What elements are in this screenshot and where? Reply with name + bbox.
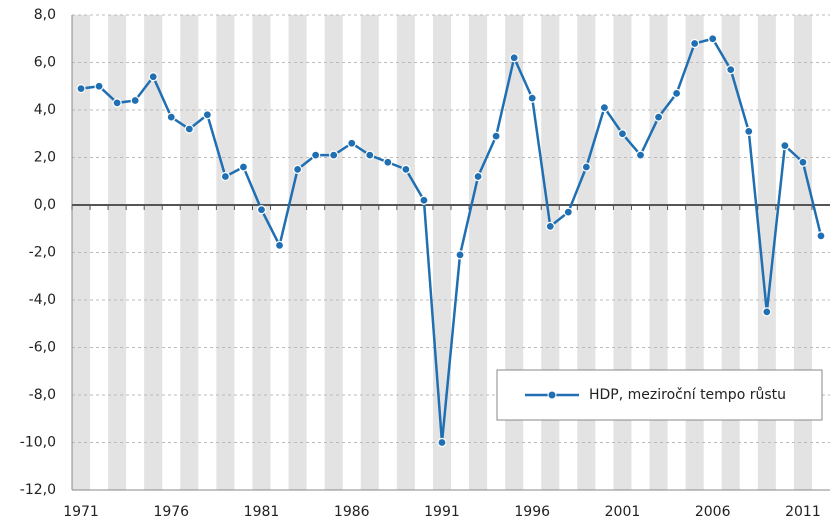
stripe <box>396 15 415 490</box>
point <box>112 98 122 108</box>
point <box>617 129 628 139</box>
point <box>455 250 465 260</box>
point <box>744 126 754 136</box>
y-tick-label: -10,0 <box>20 435 56 451</box>
point <box>762 307 772 317</box>
y-tick-label: 2,0 <box>34 150 56 166</box>
point <box>599 103 610 113</box>
point <box>76 84 86 94</box>
point <box>130 95 140 106</box>
y-tick-label: -4,0 <box>29 292 56 308</box>
stripe <box>252 15 271 490</box>
point <box>671 88 682 98</box>
x-tick-label: 1991 <box>424 504 460 520</box>
point <box>365 150 375 160</box>
point <box>401 164 411 174</box>
point <box>238 162 249 172</box>
y-tick-label: 8,0 <box>34 7 56 23</box>
stripe <box>360 15 379 490</box>
stripe <box>180 15 199 490</box>
x-tick-label: 1986 <box>334 504 370 520</box>
point <box>690 38 700 49</box>
point <box>220 171 231 182</box>
point <box>635 150 646 160</box>
point <box>202 110 212 120</box>
x-tick-label: 1996 <box>514 504 550 520</box>
y-tick-label: -12,0 <box>20 482 56 498</box>
point <box>653 112 664 122</box>
point <box>329 150 339 160</box>
point <box>184 124 194 134</box>
x-tick-label: 2001 <box>605 504 641 520</box>
point <box>274 240 285 250</box>
point <box>708 34 718 44</box>
legend-marker <box>547 390 557 400</box>
x-tick-label: 2006 <box>695 504 731 520</box>
x-tick-label: 1981 <box>244 504 280 520</box>
point <box>726 65 736 75</box>
point <box>437 437 447 448</box>
point <box>545 221 555 231</box>
y-tick-label: 6,0 <box>34 55 56 71</box>
point <box>256 205 267 215</box>
y-tick-label: 0,0 <box>34 197 56 213</box>
stripe <box>432 15 451 490</box>
x-tick-label: 1976 <box>153 504 189 520</box>
point <box>292 164 303 174</box>
point <box>473 171 483 182</box>
stripe <box>469 15 488 490</box>
y-tick-label: -8,0 <box>29 387 56 403</box>
point <box>527 93 537 103</box>
point <box>509 53 519 63</box>
stripe <box>144 15 163 490</box>
stripe <box>108 15 127 490</box>
point <box>94 81 104 91</box>
point <box>780 141 790 151</box>
x-tick-label: 1971 <box>63 504 99 520</box>
point <box>148 72 158 82</box>
point <box>563 207 573 217</box>
legend-label: HDP, meziroční tempo růstu <box>589 387 786 403</box>
stripe <box>324 15 343 490</box>
y-tick-label: -2,0 <box>29 245 56 261</box>
point <box>383 157 393 167</box>
point <box>311 150 321 160</box>
stripe <box>288 15 307 490</box>
point <box>816 231 826 241</box>
stripe <box>72 15 91 490</box>
stripe <box>216 15 235 490</box>
point <box>166 112 176 122</box>
point <box>347 138 357 148</box>
y-tick-label: -6,0 <box>29 340 56 356</box>
y-tick-label: 4,0 <box>34 102 56 118</box>
point <box>581 162 591 172</box>
x-tick-label: 2011 <box>785 504 821 520</box>
point <box>491 131 501 141</box>
point <box>419 195 429 205</box>
point <box>798 157 808 167</box>
